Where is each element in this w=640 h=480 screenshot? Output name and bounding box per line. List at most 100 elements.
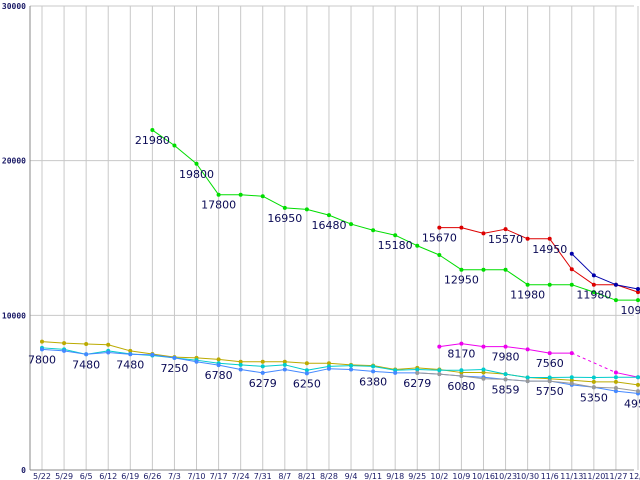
data-label: 4950 xyxy=(624,397,640,410)
series-line-segment xyxy=(615,284,639,290)
series-line-segment xyxy=(41,347,65,350)
series-line-segment xyxy=(240,194,263,197)
series-line-segment xyxy=(196,357,219,360)
data-label: 6250 xyxy=(293,377,321,390)
data-label: 11980 xyxy=(576,289,611,302)
x-tick-label: 5/22 xyxy=(33,472,51,480)
data-point xyxy=(194,359,199,364)
data-label: 16950 xyxy=(267,212,302,225)
data-point xyxy=(304,361,309,366)
series-line-segment xyxy=(174,356,197,359)
x-tick-label: 9/11 xyxy=(364,472,382,480)
x-tick-label: 6/12 xyxy=(99,472,117,480)
x-tick-label: 6/26 xyxy=(143,472,161,480)
x-tick-label: 9/25 xyxy=(408,472,426,480)
series-line-segment xyxy=(505,378,528,382)
data-point xyxy=(569,282,574,287)
data-point xyxy=(481,376,486,381)
x-tick-label: 7/3 xyxy=(168,472,181,480)
series-line-segment xyxy=(615,284,639,293)
data-point xyxy=(326,361,331,366)
data-point xyxy=(613,298,618,303)
series-line-segment xyxy=(417,367,440,370)
series-line-segment xyxy=(461,368,484,371)
data-label: 5859 xyxy=(492,383,520,396)
series-line-segment xyxy=(571,352,617,374)
data-point xyxy=(503,267,508,272)
series-line-segment xyxy=(615,387,639,392)
series-line-segment xyxy=(505,373,528,379)
y-tick-label: 20000 xyxy=(2,157,26,166)
series-line-segment xyxy=(218,362,241,366)
data-point xyxy=(437,344,442,349)
data-point xyxy=(326,366,331,371)
data-point xyxy=(437,253,442,258)
data-point xyxy=(238,362,243,367)
data-point xyxy=(503,377,508,382)
data-point xyxy=(547,375,552,380)
data-label: 17800 xyxy=(201,199,236,212)
x-tick-label: 7/31 xyxy=(254,472,272,480)
data-point xyxy=(84,341,89,346)
data-point xyxy=(282,362,287,367)
x-tick-label: 8/7 xyxy=(278,472,291,480)
series-line-segment xyxy=(417,372,440,375)
data-point xyxy=(437,372,442,377)
data-point xyxy=(282,205,287,210)
series-line-segment xyxy=(218,358,241,363)
data-point xyxy=(216,363,221,368)
x-tick-label: 6/19 xyxy=(121,472,139,480)
series-line-segment xyxy=(306,365,330,371)
series-lines xyxy=(40,128,640,396)
series-line-segment xyxy=(174,145,197,165)
data-label: 16480 xyxy=(311,219,346,232)
series-line-segment xyxy=(284,361,307,364)
data-point xyxy=(459,267,464,272)
series-line-segment xyxy=(527,348,550,354)
data-point xyxy=(481,370,486,375)
data-point xyxy=(547,282,552,287)
series-line-segment xyxy=(417,368,440,371)
data-point xyxy=(569,381,574,386)
x-tick-label: 8/28 xyxy=(320,472,338,480)
series-line-segment xyxy=(174,357,197,363)
x-tick-label: 9/18 xyxy=(386,472,404,480)
series-line-segment xyxy=(505,269,528,286)
series-line-segment xyxy=(439,373,462,377)
series-line-segment xyxy=(417,245,440,256)
data-point xyxy=(525,379,530,384)
series-line-segment xyxy=(571,268,595,286)
data-point xyxy=(172,143,177,148)
data-point xyxy=(636,298,640,303)
x-tick-label: 10/9 xyxy=(452,472,470,480)
data-point xyxy=(128,348,133,353)
series-line-segment xyxy=(593,291,617,301)
x-tick-label: 10/23 xyxy=(494,472,517,480)
x-tick-label: 10/2 xyxy=(430,472,448,480)
y-axis-ticks: 0 10000 20000 30000 xyxy=(2,2,26,475)
series-line-segment xyxy=(461,343,484,348)
data-point xyxy=(393,233,398,238)
data-label: 6780 xyxy=(205,369,233,382)
data-point xyxy=(591,385,596,390)
data-label: 6380 xyxy=(359,375,387,388)
data-point xyxy=(260,364,265,369)
data-label: 6080 xyxy=(447,380,475,393)
series-line-segment xyxy=(41,341,65,344)
y-tick-label: 30000 xyxy=(2,2,26,11)
data-point xyxy=(569,351,574,356)
data-label: 15180 xyxy=(378,239,413,252)
data-label: 7560 xyxy=(536,357,564,370)
series-line-segment xyxy=(571,382,594,388)
series-line-segment xyxy=(284,368,307,374)
data-point xyxy=(481,344,486,349)
data-point xyxy=(62,341,67,346)
x-tick-label: 11/27 xyxy=(604,472,627,480)
data-point xyxy=(150,128,155,133)
data-label: 6279 xyxy=(403,377,431,390)
series-0 xyxy=(150,128,640,303)
data-point xyxy=(106,350,111,355)
x-tick-label: 9/4 xyxy=(345,472,358,480)
data-point xyxy=(40,339,44,344)
